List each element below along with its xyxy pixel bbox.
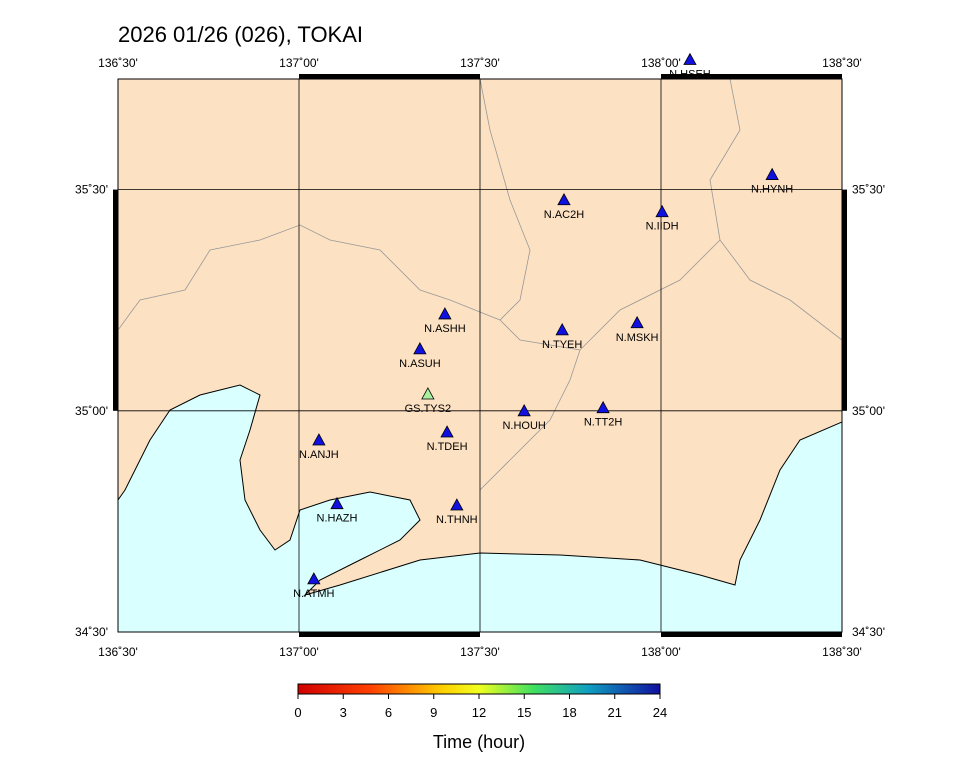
colorbar-label: Time (hour) (433, 732, 525, 752)
station-label: N.ASUH (399, 358, 441, 370)
basemap (118, 79, 842, 632)
colorbar-tick-label: 6 (385, 705, 392, 720)
station-marker (450, 498, 464, 511)
colorbar-tick-label: 12 (472, 705, 486, 720)
frame-bar (113, 189, 118, 411)
lon-tick-label: 138˚30' (822, 56, 862, 70)
lon-tick-label: 137˚00' (279, 56, 319, 70)
frame-bar (661, 74, 842, 79)
lat-tick-label: 34˚30' (75, 625, 108, 639)
station-label: N.HSEH (669, 69, 711, 81)
lon-tick-label: 137˚30' (460, 56, 500, 70)
colorbar-tick-label: 0 (294, 705, 301, 720)
station-label: N.ASHH (424, 323, 466, 335)
colorbar-tick-label: 18 (562, 705, 576, 720)
station-label: N.ANJH (299, 449, 339, 461)
station-label: N.TDEH (427, 441, 468, 453)
station-label: N.MSKH (616, 332, 659, 344)
lon-tick-label: 138˚30' (822, 645, 862, 659)
lat-tick-label: 35˚30' (852, 183, 885, 197)
station-marker (413, 342, 427, 355)
station-label: N.TT2H (584, 417, 623, 429)
station-marker (517, 403, 531, 417)
lon-tick-label: 137˚00' (279, 645, 319, 659)
frame-bar (299, 74, 480, 79)
title: 2026 01/26 (026), TOKAI (118, 22, 363, 47)
station-label: N.HOUH (502, 420, 545, 432)
lat-tick-label: 34˚30' (852, 625, 885, 639)
station-marker (312, 433, 326, 446)
colorbar-tick-label: 3 (340, 705, 347, 720)
frame-bar (661, 632, 842, 637)
station-label: N.HYNH (751, 184, 793, 196)
station-marker (421, 387, 435, 400)
lon-tick-label: 138˚00' (641, 645, 681, 659)
station-label: N.HAZH (317, 513, 358, 525)
station-marker (330, 496, 344, 510)
prefecture-border (118, 79, 842, 491)
lon-tick-label: 137˚30' (460, 645, 500, 659)
lon-tick-label: 136˚30' (98, 645, 138, 659)
station-marker (438, 307, 452, 320)
station-label: GS.TYS2 (405, 403, 451, 415)
station-marker (307, 572, 321, 585)
colorbar-tick-label: 9 (430, 705, 437, 720)
station-marker (557, 192, 571, 206)
lat-tick-label: 35˚00' (852, 404, 885, 418)
station-label: N.IIDH (646, 221, 679, 233)
colorbar-tick-label: 24 (653, 705, 667, 720)
station-marker (630, 315, 644, 329)
station-marker (655, 204, 669, 218)
station-marker (555, 323, 569, 336)
lon-tick-label: 136˚30' (98, 56, 138, 70)
lat-tick-label: 35˚30' (75, 183, 108, 197)
colorbar-tick-label: 15 (517, 705, 531, 720)
frame-bar (842, 189, 847, 411)
lat-tick-label: 35˚00' (75, 404, 108, 418)
station-label: N.AC2H (544, 209, 584, 221)
lon-tick-label: 138˚00' (641, 56, 681, 70)
station-marker (765, 167, 779, 180)
station-label: N.THNH (436, 514, 478, 526)
station-marker (440, 425, 454, 438)
station-marker (683, 52, 697, 65)
station-label: N.ATMH (293, 588, 334, 600)
colorbar (297, 683, 661, 695)
station-label: N.TYEH (542, 339, 582, 351)
frame-bar (299, 632, 480, 637)
station-marker (596, 400, 610, 414)
colorbar-tick-label: 21 (608, 705, 622, 720)
